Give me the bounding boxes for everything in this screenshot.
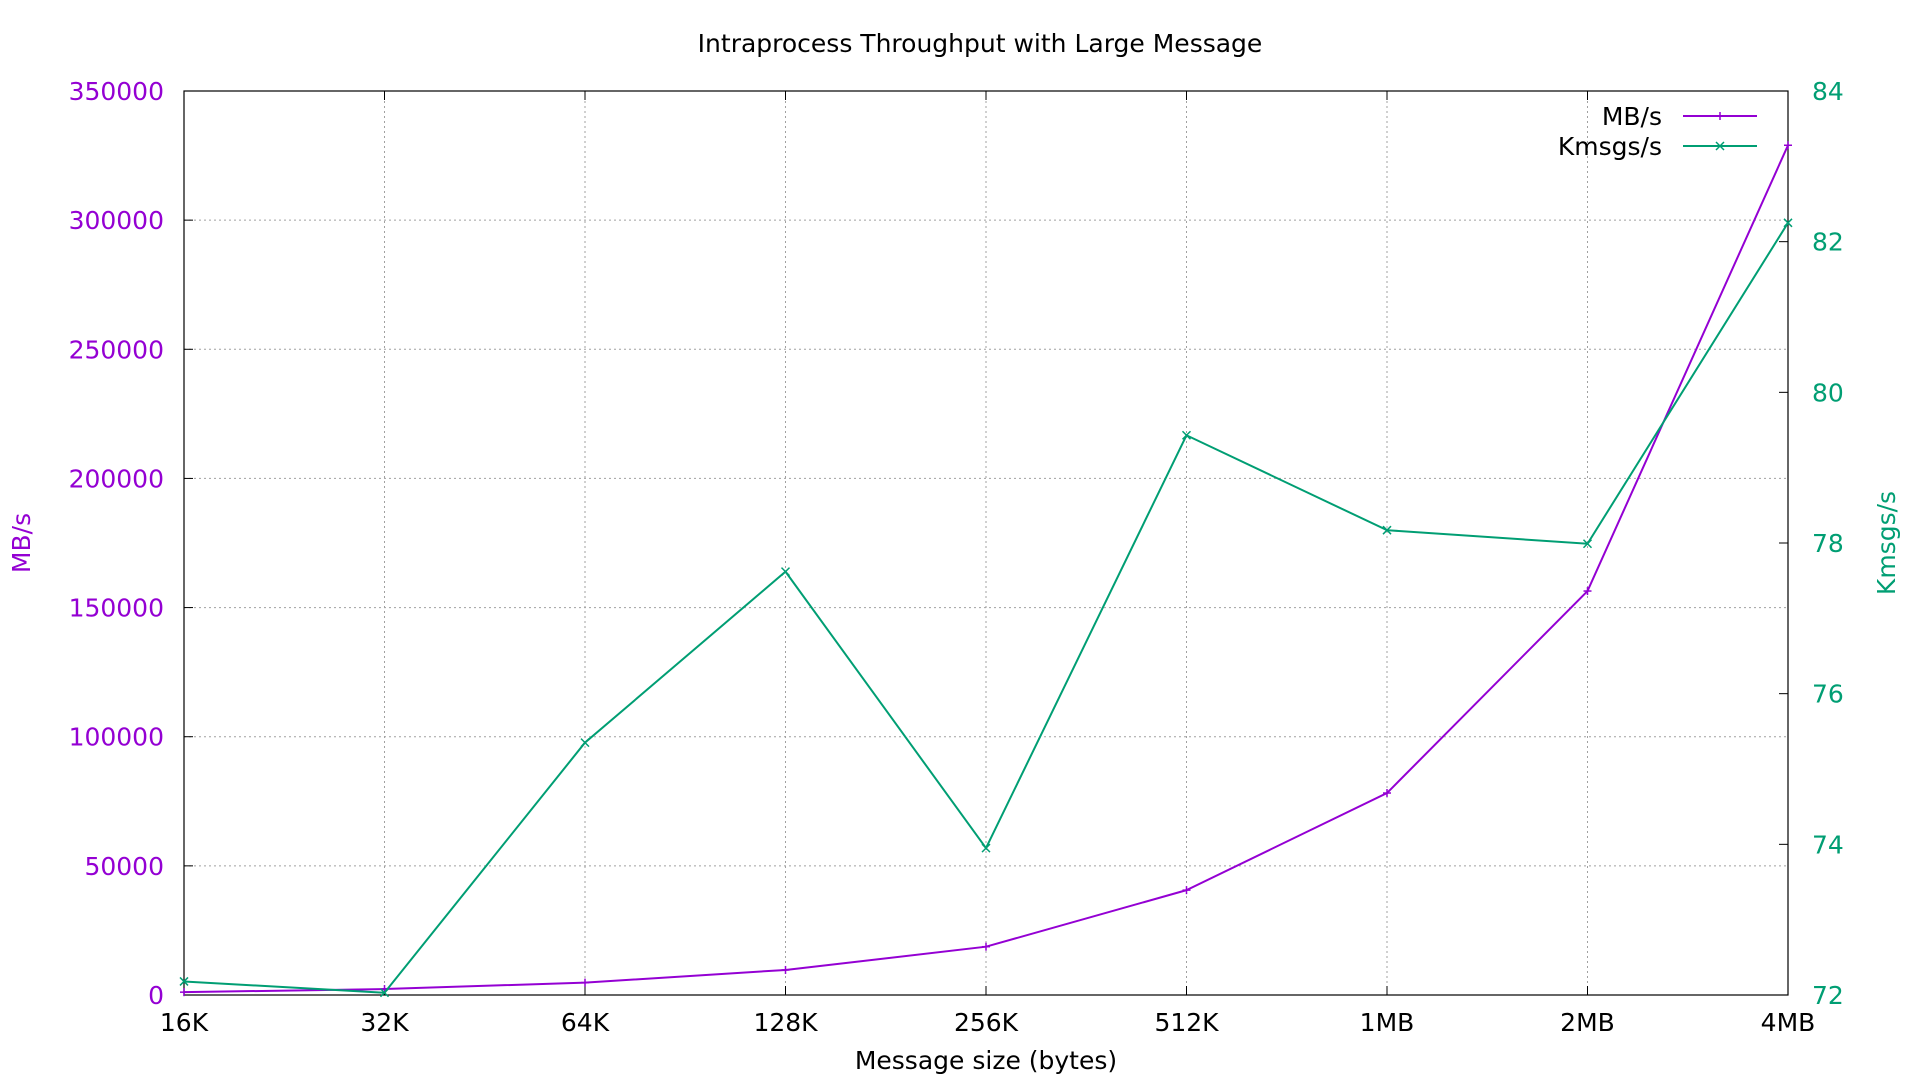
data-point-marker <box>1716 112 1724 120</box>
legend-label: Kmsgs/s <box>1558 132 1662 161</box>
data-point-marker <box>1582 539 1593 549</box>
y-axis-right-ticks: 72 74 76 78 80 82 84 <box>1779 77 1844 1010</box>
x-tick-label: 64K <box>561 1008 610 1037</box>
data-point-marker <box>1382 525 1392 535</box>
x-axis-label: Message size (bytes) <box>855 1046 1117 1075</box>
data-point-marker <box>581 978 589 987</box>
data-point-marker <box>1783 218 1793 228</box>
data-point-marker <box>981 843 991 853</box>
data-point-marker <box>1181 430 1192 440</box>
data-point-marker <box>580 738 590 748</box>
y-left-tick-label: 150000 <box>69 594 164 623</box>
series-kmsgs <box>179 218 1793 998</box>
data-point-marker <box>379 988 390 998</box>
x-tick-label: 32K <box>360 1008 409 1037</box>
grid-lines <box>184 91 1788 995</box>
data-point-marker <box>1182 886 1191 895</box>
data-point-marker <box>1715 141 1725 151</box>
y-left-tick-label: 250000 <box>69 335 164 364</box>
chart-title: Intraprocess Throughput with Large Messa… <box>698 29 1263 58</box>
y-right-tick-label: 78 <box>1812 529 1844 558</box>
y-left-tick-label: 350000 <box>69 77 164 106</box>
data-point-marker <box>1784 141 1792 150</box>
data-point-marker <box>982 942 990 951</box>
y-axis-right-label: Kmsgs/s <box>1872 491 1901 595</box>
y-right-tick-label: 72 <box>1812 981 1844 1010</box>
y-axis-left-ticks: 0 50000 100000 150000 200000 250000 300000 3500… <box>69 77 193 1010</box>
y-right-tick-label: 82 <box>1812 228 1844 257</box>
data-point-marker <box>781 965 790 974</box>
y-right-tick-label: 76 <box>1812 680 1844 709</box>
y-axis-left-label: MB/s <box>7 513 36 573</box>
y-left-tick-label: 50000 <box>84 852 164 881</box>
y-left-tick-label: 100000 <box>69 723 164 752</box>
x-tick-label: 2MB <box>1560 1008 1615 1037</box>
data-point-marker <box>1583 587 1592 596</box>
legend-label: MB/s <box>1602 102 1662 131</box>
x-tick-label: 1MB <box>1360 1008 1415 1037</box>
x-axis-ticks: 16K 32K 64K 128K 256K 512K 1MB 2MB 4MB <box>160 91 1815 1037</box>
data-point-marker <box>180 988 188 997</box>
data-point-marker <box>1383 789 1391 798</box>
y-left-tick-label: 200000 <box>69 464 164 493</box>
x-tick-label: 256K <box>954 1008 1019 1037</box>
y-right-tick-label: 80 <box>1812 378 1844 407</box>
x-tick-label: 4MB <box>1761 1008 1816 1037</box>
data-point-marker <box>179 976 189 986</box>
x-tick-label: 128K <box>753 1008 818 1037</box>
y-right-tick-label: 74 <box>1812 830 1844 859</box>
x-tick-label: 16K <box>160 1008 209 1037</box>
y-left-tick-label: 300000 <box>69 206 164 235</box>
x-tick-label: 512K <box>1154 1008 1219 1037</box>
series-layer <box>179 141 1793 998</box>
data-point-marker <box>780 567 791 577</box>
y-left-tick-label: 0 <box>148 981 164 1010</box>
y-right-tick-label: 84 <box>1812 77 1844 106</box>
